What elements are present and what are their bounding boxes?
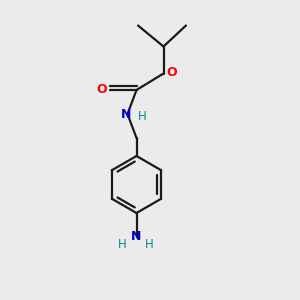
Text: H: H [137, 110, 146, 123]
Text: N: N [121, 107, 131, 121]
Text: H: H [118, 238, 127, 251]
Text: O: O [167, 66, 177, 79]
Text: O: O [97, 82, 107, 96]
Text: N: N [131, 230, 142, 243]
Text: H: H [145, 238, 154, 251]
